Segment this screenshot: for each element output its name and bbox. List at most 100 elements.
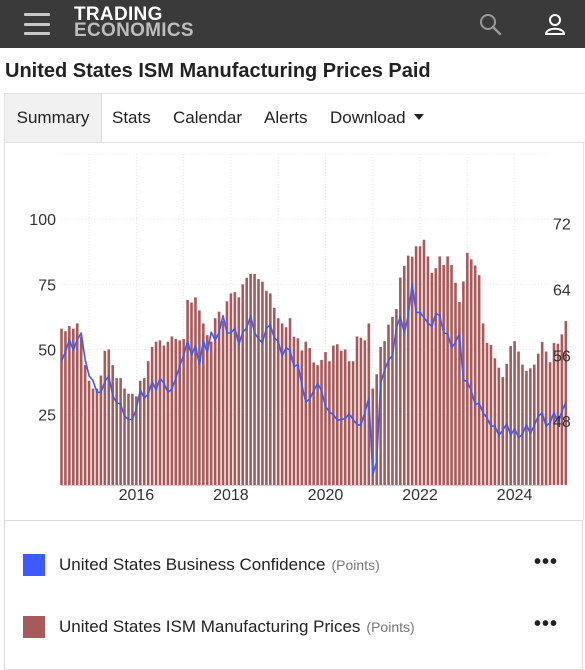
price-bar xyxy=(72,328,75,485)
price-bar xyxy=(245,277,248,485)
price-bar xyxy=(119,378,122,485)
price-bar xyxy=(83,365,87,485)
price-bar xyxy=(95,388,99,485)
tab-download[interactable]: Download xyxy=(330,94,424,142)
price-bar xyxy=(454,282,457,485)
price-bar xyxy=(296,338,300,485)
legend-item-business-confidence[interactable]: United States Business Confidence (Points… xyxy=(5,545,582,585)
legend-item-ism-manufacturing-prices[interactable]: United States ISM Manufacturing Prices (P… xyxy=(5,607,582,647)
price-bar xyxy=(529,368,532,485)
left-axis-tick-label: 25 xyxy=(38,408,56,425)
price-bar xyxy=(446,256,449,485)
logo-line-2: ECONOMICS xyxy=(74,20,194,41)
price-bar xyxy=(485,342,489,485)
price-bar xyxy=(304,341,308,485)
price-bar xyxy=(154,341,158,485)
price-bar xyxy=(276,318,280,485)
price-bar xyxy=(170,336,174,485)
price-bar xyxy=(351,361,355,485)
price-bar xyxy=(139,380,142,485)
price-bar xyxy=(371,388,375,485)
price-bar xyxy=(442,265,445,485)
price-bar xyxy=(237,297,241,485)
price-bar xyxy=(308,348,312,485)
chart-svg[interactable]: 25 50 75 100 48 56 64 72 2016 2018 2020 2022 2024 xyxy=(5,142,583,520)
price-bar xyxy=(111,365,115,485)
price-bar xyxy=(257,279,260,485)
price-bar xyxy=(556,343,560,485)
price-bar xyxy=(422,239,426,485)
x-axis-tick-label: 2022 xyxy=(402,487,438,504)
price-bar xyxy=(261,281,264,485)
tab-bar: Summary Stats Calendar Alerts Download xyxy=(4,93,585,143)
more-options-icon[interactable]: ••• xyxy=(533,551,558,573)
right-axis-tick-label: 72 xyxy=(553,216,571,233)
page-title: United States ISM Manufacturing Prices P… xyxy=(5,60,431,82)
price-bar xyxy=(75,323,79,485)
search-icon[interactable] xyxy=(478,12,502,36)
logo-line-1: TRADING xyxy=(74,4,163,25)
tab-calendar[interactable]: Calendar xyxy=(173,108,242,127)
price-bar xyxy=(481,323,485,485)
left-axis-tick-label: 75 xyxy=(38,277,56,294)
chart-legend: United States Business Confidence (Points… xyxy=(4,520,583,670)
x-axis-tick-label: 2016 xyxy=(119,487,155,504)
price-bar xyxy=(217,311,221,485)
price-bar xyxy=(379,346,382,485)
legend-series-name: United States ISM Manufacturing Prices xyxy=(59,617,361,636)
business-confidence-line xyxy=(60,282,567,476)
x-axis-tick-label: 2024 xyxy=(497,487,533,504)
more-options-icon[interactable]: ••• xyxy=(533,613,558,635)
price-bar xyxy=(249,273,252,485)
price-bar xyxy=(320,359,323,485)
price-bar xyxy=(493,358,497,485)
top-navigation-bar: TRADING ECONOMICS xyxy=(0,0,585,48)
price-bar xyxy=(316,365,319,485)
price-bar xyxy=(391,316,394,485)
right-axis-tick-label: 56 xyxy=(553,348,571,365)
price-bar xyxy=(359,337,363,485)
price-bar xyxy=(265,290,268,485)
price-bar xyxy=(182,339,185,485)
price-bar xyxy=(517,351,520,485)
user-icon[interactable] xyxy=(543,12,567,36)
chart-area: 25 50 75 100 48 56 64 72 2016 2018 2020 2022 2024 xyxy=(4,142,584,520)
price-bar xyxy=(205,335,209,485)
price-bar xyxy=(115,378,118,485)
trading-economics-logo[interactable]: TRADING ECONOMICS xyxy=(74,4,194,41)
price-bar xyxy=(339,350,343,485)
price-bar xyxy=(458,302,461,485)
price-bar xyxy=(489,345,493,485)
tab-stats[interactable]: Stats xyxy=(112,108,151,127)
price-bar xyxy=(387,324,390,485)
price-bar xyxy=(300,350,304,485)
price-bar xyxy=(469,259,473,485)
tab-download-label: Download xyxy=(330,108,406,127)
tab-summary[interactable]: Summary xyxy=(4,94,102,142)
price-bar xyxy=(194,297,197,485)
price-bar xyxy=(131,393,134,485)
price-bar xyxy=(221,320,225,485)
price-bar xyxy=(312,362,315,485)
right-axis-tick-label: 48 xyxy=(553,414,571,431)
price-bar xyxy=(87,380,91,485)
hamburger-menu-icon[interactable] xyxy=(24,13,50,35)
legend-swatch-ism-prices xyxy=(23,616,45,638)
price-bar xyxy=(213,318,217,485)
price-bar xyxy=(241,284,245,485)
price-bar xyxy=(466,252,469,485)
price-bar xyxy=(79,336,83,485)
price-bar xyxy=(438,256,442,485)
price-bar xyxy=(399,277,402,485)
price-bar xyxy=(426,256,430,485)
price-bar xyxy=(103,350,107,485)
price-bar xyxy=(355,336,359,485)
price-bar xyxy=(418,246,422,485)
price-bar xyxy=(158,340,162,485)
price-bar xyxy=(272,307,276,485)
price-bar xyxy=(477,275,481,485)
price-bar xyxy=(414,246,418,485)
price-bar xyxy=(410,256,414,485)
tab-alerts[interactable]: Alerts xyxy=(264,108,308,127)
price-bar xyxy=(269,293,272,485)
